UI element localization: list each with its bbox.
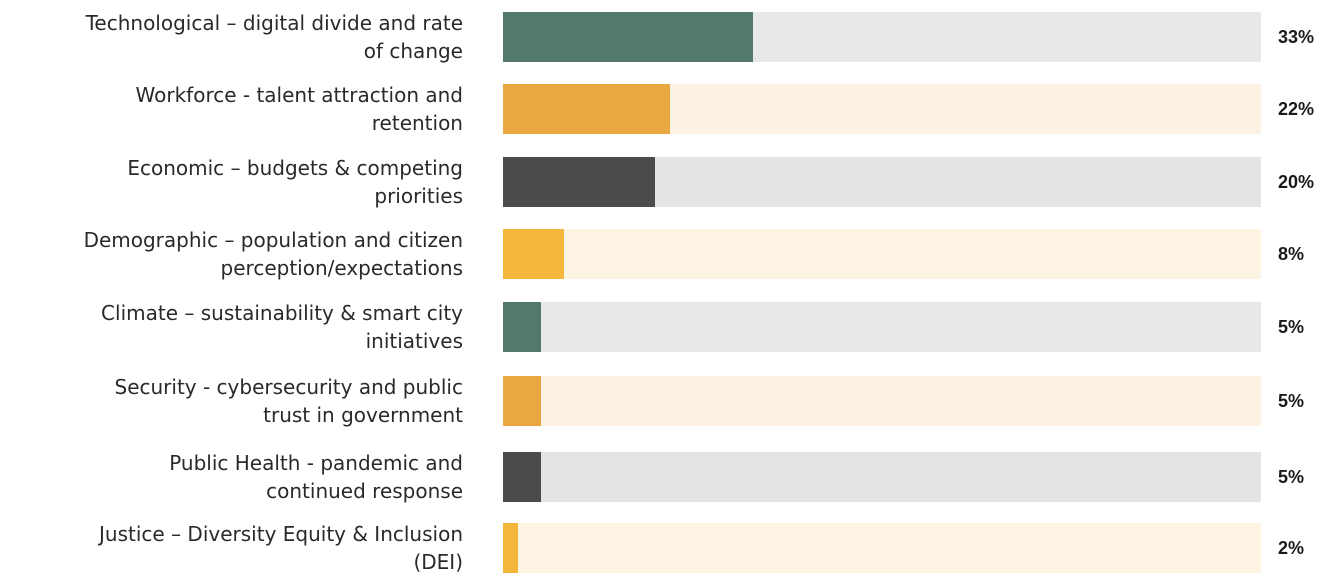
bar-track [503, 452, 1261, 502]
bar-track [503, 84, 1261, 134]
category-label: Demographic – population and citizen per… [83, 228, 463, 280]
bar [503, 452, 541, 502]
bar-track [503, 157, 1261, 207]
value-label: 5% [1278, 466, 1305, 487]
value-label: 20% [1278, 171, 1315, 192]
bar-track [503, 12, 1261, 62]
category-label: Justice – Diversity Equity & Inclusion (… [99, 522, 463, 574]
category-label: Security - cybersecurity and public trus… [114, 375, 464, 427]
bar [503, 12, 753, 62]
value-label: 22% [1278, 98, 1315, 119]
bar [503, 157, 655, 207]
bar [503, 376, 541, 426]
category-label: Climate – sustainability & smart city in… [101, 301, 463, 353]
bar-track [503, 376, 1261, 426]
bar [503, 84, 670, 134]
value-label: 5% [1278, 316, 1305, 337]
bar-track [503, 229, 1261, 279]
value-label: 5% [1278, 390, 1305, 411]
value-label: 2% [1278, 537, 1305, 558]
bar [503, 523, 518, 573]
bar [503, 229, 564, 279]
category-label: Public Health - pandemic and continued r… [169, 451, 463, 503]
value-label: 8% [1278, 243, 1305, 264]
category-label: Economic – budgets & competing prioritie… [127, 156, 463, 208]
bar-track [503, 302, 1261, 352]
category-label: Technological – digital divide and rate … [85, 11, 463, 63]
bar [503, 302, 541, 352]
value-label: 33% [1278, 26, 1315, 47]
bar-track [503, 523, 1261, 573]
category-label: Workforce - talent attraction and retent… [135, 83, 463, 135]
